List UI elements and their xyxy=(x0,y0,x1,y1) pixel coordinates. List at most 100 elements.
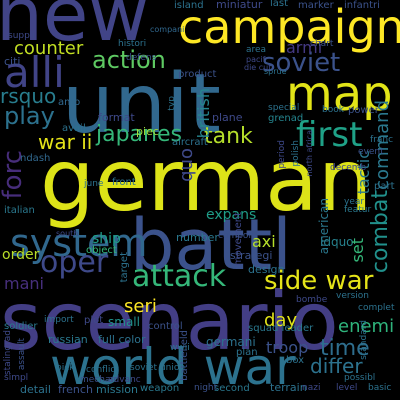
word-british: british xyxy=(194,88,213,139)
word-period: period xyxy=(277,140,287,169)
word-combat: combat xyxy=(368,190,393,274)
word-unit: unit xyxy=(62,57,221,152)
word-squad-leader: squad leader xyxy=(248,323,314,334)
word-map: map xyxy=(286,66,393,122)
word-alli: alli xyxy=(4,48,65,97)
word-quo: quo xyxy=(176,148,197,182)
word-franc: franc xyxy=(370,135,394,145)
word-featur: featur xyxy=(344,205,372,215)
word-wwii: wwii xyxy=(170,343,190,353)
word-small: small xyxy=(108,315,140,329)
word-night: night xyxy=(194,383,218,393)
word-pick: pick xyxy=(56,363,75,373)
word-infantri: infantri xyxy=(344,0,380,11)
word-world-war: world war xyxy=(50,338,296,396)
word-attack: attack xyxy=(132,259,227,294)
word-polish: polish xyxy=(291,140,301,167)
word-standard: standard xyxy=(359,320,369,360)
word-assault: assault xyxy=(17,338,27,371)
word-number: number xyxy=(176,231,219,244)
word-first: first xyxy=(296,115,363,155)
word-axi: axi xyxy=(252,232,276,251)
word-order: order xyxy=(2,247,40,263)
word-war-ii: war ii xyxy=(38,130,93,154)
word-complet: complet xyxy=(358,303,395,313)
word-russian: russian xyxy=(48,333,88,346)
word-plane: plane xyxy=(212,111,243,124)
word-set: set xyxy=(348,238,367,263)
word-seri: seri xyxy=(124,296,157,317)
word-troop: troop xyxy=(266,338,309,357)
word-enemi: enemi xyxy=(338,316,395,337)
word-possibl: possibl xyxy=(344,373,376,383)
word-italian: italian xyxy=(4,205,35,216)
word-object: object xyxy=(86,245,117,256)
word-compani: compani xyxy=(150,25,185,34)
word-import: import xyxy=(44,315,74,325)
word-marker: marker xyxy=(298,0,334,11)
word-second: second xyxy=(214,383,250,394)
word-battlefield: battlefield xyxy=(179,330,190,381)
word-rsquo: rsquo xyxy=(0,84,57,108)
word-nazi: nazi xyxy=(302,383,321,393)
word-german: german xyxy=(40,131,373,231)
word-weapon: weapon xyxy=(140,383,180,394)
word-target: target xyxy=(119,252,130,283)
word-histori: histori xyxy=(118,39,147,49)
word-french: french xyxy=(58,383,93,396)
word-suppli: suppli xyxy=(8,31,35,41)
word-conflict: conflict xyxy=(86,365,119,375)
word-battl: battl xyxy=(130,204,292,286)
word-format: format xyxy=(98,111,135,124)
word-differ: differ xyxy=(310,354,363,378)
word-mechan: mechan xyxy=(80,375,117,385)
word-area: area xyxy=(246,45,267,55)
word-expans: expans xyxy=(206,207,257,223)
word-scenario: scenario xyxy=(0,275,339,368)
word-basic: basic xyxy=(368,383,392,393)
word-soldier: soldier xyxy=(4,321,38,332)
word-ndash: ndash xyxy=(20,153,51,164)
word-last: last xyxy=(270,0,289,9)
word-bombe: bombe xyxy=(296,295,328,305)
word-stalingrad: stalingrad xyxy=(3,330,13,376)
word-time: time xyxy=(320,336,370,361)
word-decemb: decemb xyxy=(330,163,367,173)
word-book: book xyxy=(322,105,344,115)
word-germani: germani xyxy=(206,335,256,349)
word-mission: mission xyxy=(96,383,138,396)
word-soviet: soviet xyxy=(262,48,341,78)
word-side-war: side war xyxy=(264,266,374,296)
word-front: front xyxy=(112,177,136,188)
word-full-color: full color xyxy=(98,333,146,346)
word-japanes: japanes xyxy=(96,122,182,147)
word-detail: detail xyxy=(20,383,51,396)
word-action: action xyxy=(92,46,166,74)
word-soviet-union: soviet union xyxy=(130,363,186,373)
word-advanc: advanc xyxy=(108,375,141,385)
word-miniatur: miniatur xyxy=(216,0,263,11)
word-oper: oper xyxy=(40,245,109,280)
word-plot: plot xyxy=(84,315,104,326)
word-pacif: pacif xyxy=(246,55,266,64)
word-terrain: terrain xyxy=(270,381,307,394)
word-aircraft: aircraft xyxy=(172,137,208,148)
word-avail: avail xyxy=(62,123,86,134)
word-typ: typ xyxy=(167,96,177,111)
word-mani: mani xyxy=(4,274,44,293)
word-citi: citi xyxy=(4,55,21,68)
word-strategi: strategi xyxy=(230,249,273,262)
word-new: new xyxy=(0,0,149,58)
word-island: island xyxy=(174,0,204,11)
word-play: play xyxy=(4,102,55,130)
word-chart: chart xyxy=(310,39,334,49)
word-event: event xyxy=(358,147,384,157)
word-die-cut: die cut xyxy=(244,63,272,72)
word-design: design xyxy=(248,263,285,276)
word-sprue: sprue xyxy=(264,67,287,76)
word-armi: armi xyxy=(286,38,323,57)
word-version: version xyxy=(336,291,369,301)
word-campaign: campaign xyxy=(178,0,400,54)
word-compon: compon xyxy=(218,231,255,241)
